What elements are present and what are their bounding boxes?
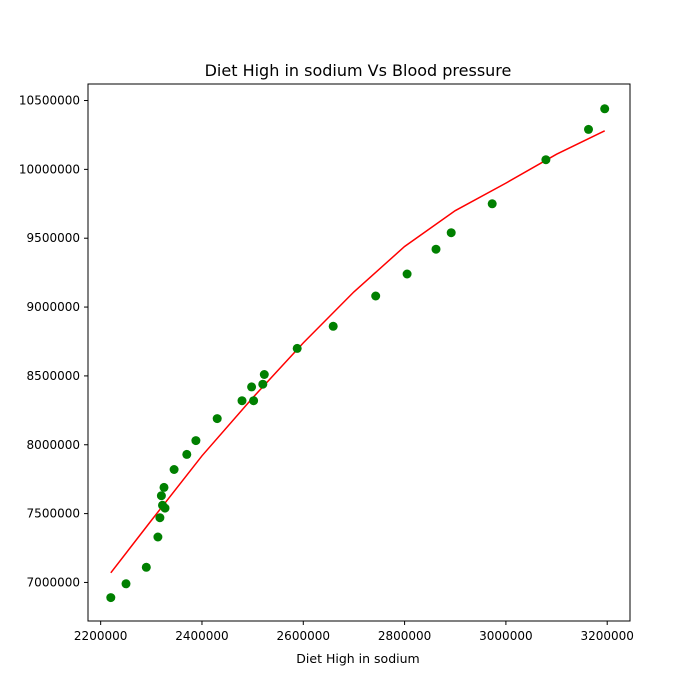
- y-tick-label: 8000000: [27, 438, 80, 452]
- data-point: [141, 562, 151, 572]
- y-tick-label: 9000000: [27, 300, 80, 314]
- data-point: [121, 579, 131, 589]
- plot-area: [106, 104, 610, 603]
- data-point: [237, 396, 247, 406]
- x-axis-label: Diet High in sodium: [296, 651, 419, 666]
- x-tick-label: 3000000: [479, 629, 532, 643]
- data-point: [182, 449, 192, 459]
- y-tick-label: 9500000: [27, 231, 80, 245]
- x-axis: 2200000 2400000 2600000 2800000 3000000 32000…: [74, 621, 634, 643]
- data-point: [328, 321, 338, 331]
- plot-frame: [87, 83, 631, 622]
- x-tick-label: 2400000: [175, 629, 228, 643]
- y-tick-label: 10000000: [19, 162, 80, 176]
- data-point: [402, 269, 412, 279]
- y-tick-label: 8500000: [27, 369, 80, 383]
- data-point: [487, 199, 497, 209]
- data-point: [292, 343, 302, 353]
- data-point: [446, 228, 456, 238]
- data-point: [259, 370, 269, 379]
- y-tick-label: 7500000: [27, 507, 80, 521]
- data-point: [191, 436, 201, 446]
- data-point: [106, 593, 116, 603]
- trend-line: [110, 130, 606, 574]
- data-point: [258, 379, 268, 389]
- data-point: [371, 291, 381, 301]
- data-point: [160, 503, 170, 513]
- data-point: [156, 491, 166, 501]
- data-point: [584, 124, 593, 134]
- data-point: [431, 244, 441, 254]
- x-tick-label: 2600000: [277, 629, 330, 643]
- data-point: [155, 513, 165, 523]
- data-point: [249, 396, 259, 406]
- data-point: [153, 532, 163, 542]
- data-point: [212, 414, 222, 424]
- y-tick-label: 7000000: [27, 575, 80, 589]
- x-tick-label: 3200000: [580, 629, 633, 643]
- data-point: [169, 465, 179, 474]
- data-point: [159, 482, 169, 492]
- x-tick-label: 2200000: [74, 629, 127, 643]
- data-point: [600, 104, 610, 114]
- chart-title: Diet High in sodium Vs Blood pressure: [205, 61, 512, 80]
- y-tick-label: 10500000: [19, 94, 80, 108]
- data-point: [247, 382, 257, 392]
- data-point: [541, 155, 551, 165]
- x-tick-label: 2800000: [378, 629, 431, 643]
- y-axis: 7000000 7500000 8000000 8500000 9000000 95000…: [19, 94, 88, 589]
